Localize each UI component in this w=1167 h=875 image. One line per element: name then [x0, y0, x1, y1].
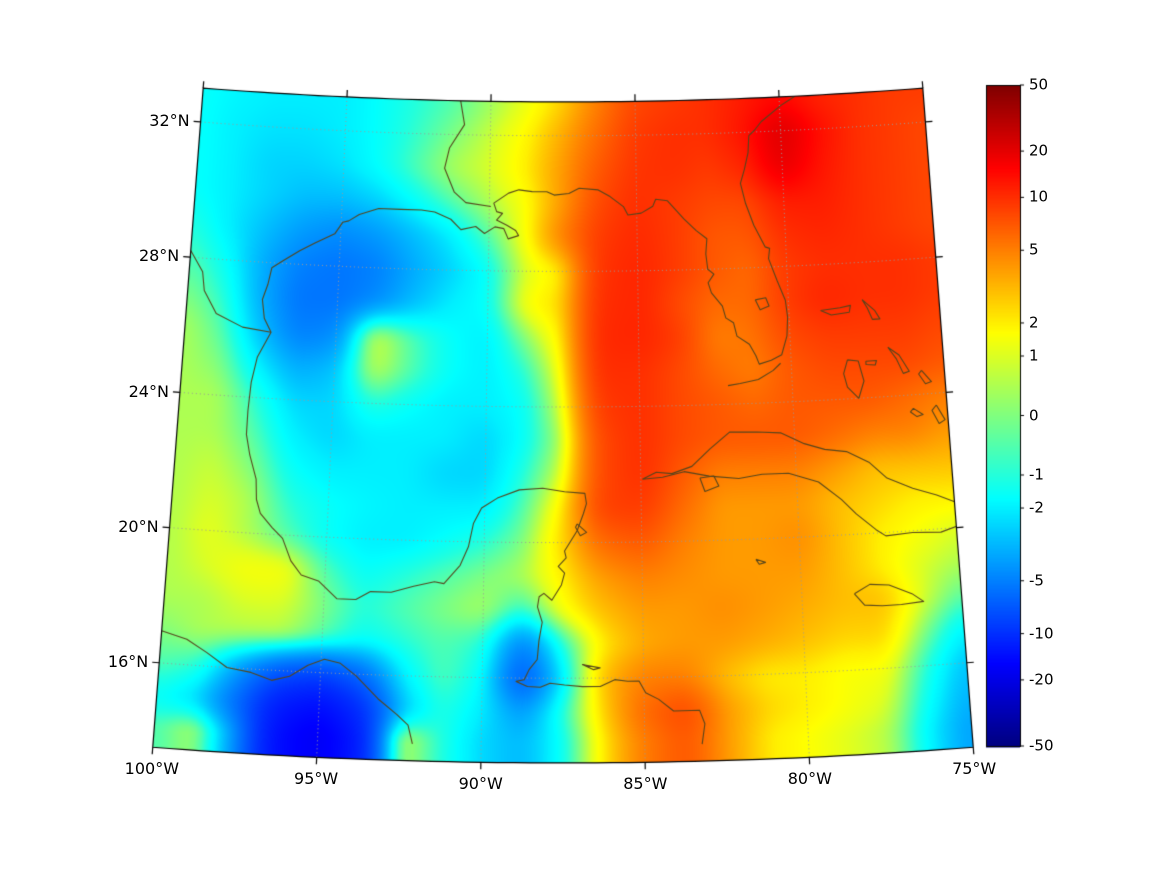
- anomaly-map-figure: 100°W 95°W 90°W 85°W 80°W 75°W 16°N 20°N 24°N 28°…: [0, 0, 1167, 875]
- map-canvas: [0, 0, 1167, 875]
